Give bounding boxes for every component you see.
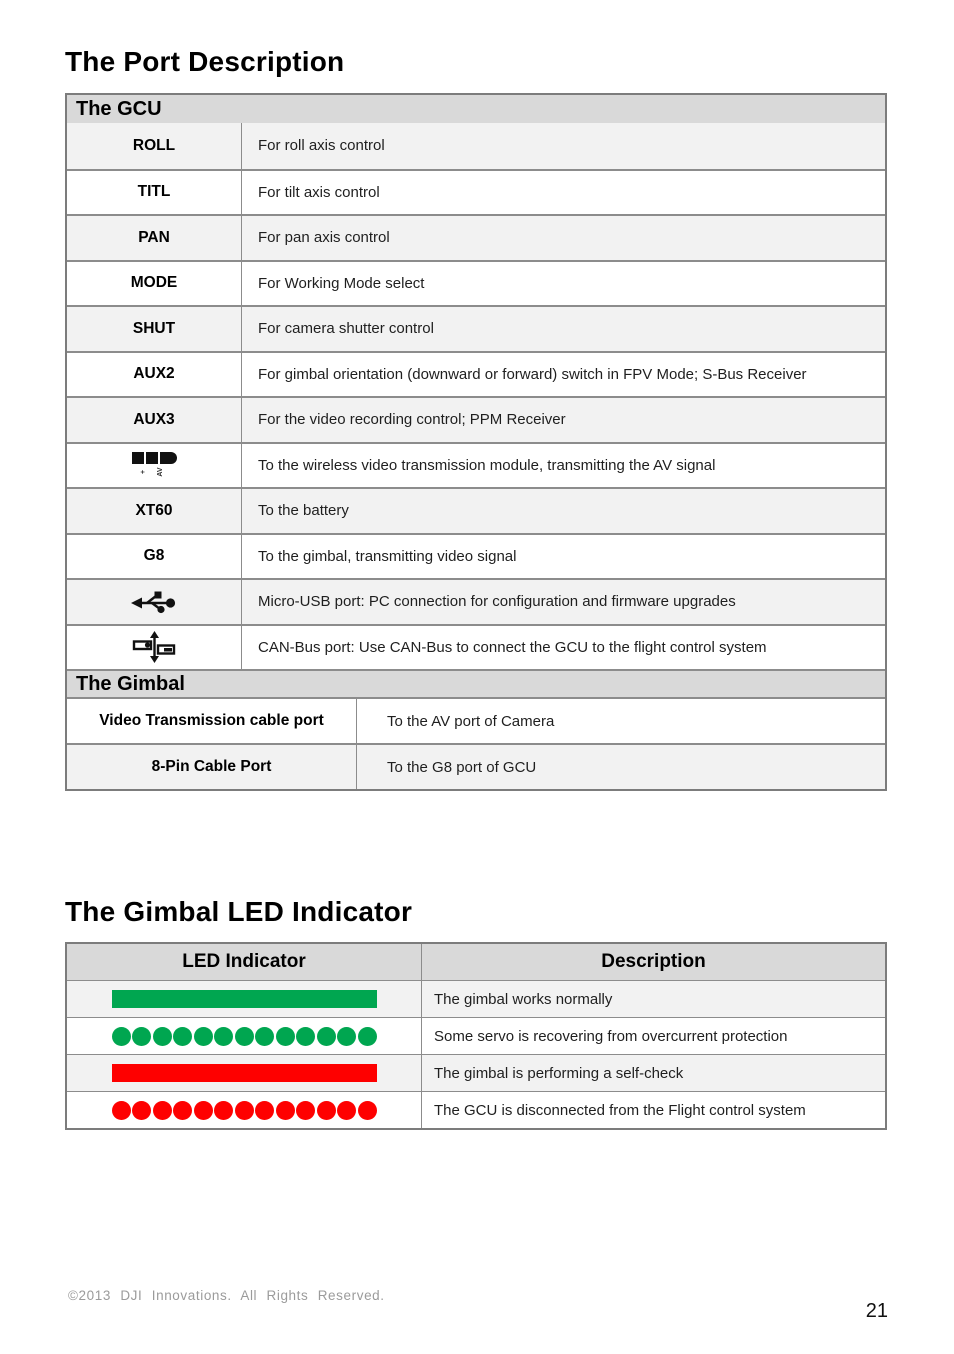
table-row-av-out: + AV To the wireless video transmission …: [67, 441, 885, 487]
led-description: The gimbal is performing a self-check: [434, 1064, 684, 1082]
gcu-port-table: The GCU ROLL For roll axis control TITL …: [65, 93, 887, 791]
page-number: 21: [865, 1300, 888, 1322]
led-dot: [214, 1100, 233, 1120]
table-row-titl: TITL For tilt axis control: [67, 168, 885, 214]
port-description: For the video recording control; PPM Rec…: [258, 411, 566, 429]
solid-red-bar: [111, 1064, 377, 1082]
gcu-table-header: The GCU: [67, 95, 885, 123]
table-row-aux2: AUX2 For gimbal orientation (downward or…: [67, 350, 885, 396]
port-description: For Working Mode select: [258, 274, 425, 292]
led-dot: [111, 1026, 131, 1046]
port-description: For pan axis control: [258, 229, 390, 247]
av-pin-label: AV: [156, 467, 164, 477]
led-dot: [296, 1100, 315, 1120]
can-bus-icon: [132, 631, 176, 664]
led-dot: [337, 1100, 356, 1120]
plus-pin-label: +: [139, 470, 147, 475]
led-dot: [173, 1100, 192, 1120]
blinking-green-dots: [111, 1026, 377, 1046]
table-row-shut: SHUT For camera shutter control: [67, 305, 885, 351]
led-indicator-column-header: LED Indicator: [67, 944, 422, 980]
gimbal-table-header: The Gimbal: [67, 669, 885, 697]
micro-usb-icon: [131, 591, 176, 613]
connector-plug: [159, 452, 177, 465]
port-description: For camera shutter control: [258, 320, 434, 338]
led-description: The gimbal works normally: [434, 990, 613, 1008]
led-dot: [316, 1100, 336, 1120]
page-title-led-indicator: The Gimbal LED Indicator: [65, 896, 413, 927]
copyright-notice: ©2013 DJI Innovations. All Rights Reserv…: [68, 1288, 385, 1303]
led-dot: [193, 1100, 213, 1120]
port-label: TITL: [67, 170, 242, 214]
table-row-video-transmission-port: Video Transmission cable port To the AV …: [67, 697, 885, 743]
port-description: For tilt axis control: [258, 183, 380, 201]
led-dot: [152, 1100, 172, 1120]
led-dot: [111, 1100, 131, 1120]
table-row-can-bus: CAN-Bus port: Use CAN-Bus to connect the…: [67, 623, 885, 669]
port-description: For gimbal orientation (downward or forw…: [258, 365, 807, 383]
led-row-blinking-red: The GCU is disconnected from the Flight …: [67, 1091, 885, 1128]
table-row-mode: MODE For Working Mode select: [67, 259, 885, 305]
led-dot: [193, 1026, 213, 1046]
table-row-xt60: XT60 To the battery: [67, 487, 885, 533]
led-indicator-table: LED Indicator Description The gimbal wor…: [65, 942, 887, 1130]
table-row-roll: ROLL For roll axis control: [67, 123, 885, 169]
port-label: G8: [67, 534, 242, 578]
led-dot: [132, 1026, 151, 1046]
led-dot: [357, 1026, 377, 1046]
led-row-solid-red: The gimbal is performing a self-check: [67, 1054, 885, 1091]
led-dot: [234, 1100, 254, 1120]
port-description: CAN-Bus port: Use CAN-Bus to connect the…: [258, 638, 767, 656]
led-dot: [214, 1026, 233, 1046]
led-dot: [296, 1026, 315, 1046]
port-description: For roll axis control: [258, 137, 385, 155]
port-label: AUX2: [67, 352, 242, 396]
led-dot: [255, 1026, 274, 1046]
port-label: Video Transmission cable port: [67, 699, 357, 743]
table-row-aux3: AUX3 For the video recording control; PP…: [67, 396, 885, 442]
port-description: To the wireless video transmission modul…: [258, 456, 716, 474]
connector-pin: [131, 452, 144, 465]
description-column-header: Description: [601, 951, 706, 972]
led-row-solid-green: The gimbal works normally: [67, 980, 885, 1017]
solid-green-bar: [111, 990, 377, 1008]
port-description: To the gimbal, transmitting video signal: [258, 547, 517, 565]
led-dot: [275, 1026, 295, 1046]
led-description: Some servo is recovering from overcurren…: [434, 1027, 788, 1045]
table-row-pan: PAN For pan axis control: [67, 214, 885, 260]
port-label: AUX3: [67, 398, 242, 442]
port-description: To the G8 port of GCU: [387, 758, 537, 776]
av-out-connector-icon: + AV: [131, 452, 177, 478]
led-dot: [173, 1026, 192, 1046]
led-dot: [316, 1026, 336, 1046]
led-row-blinking-green: Some servo is recovering from overcurren…: [67, 1017, 885, 1054]
led-dot: [337, 1026, 356, 1046]
port-label: MODE: [67, 261, 242, 305]
port-description: Micro-USB port: PC connection for config…: [258, 593, 736, 611]
table-row-usb: Micro-USB port: PC connection for config…: [67, 578, 885, 624]
table-row-g8: G8 To the gimbal, transmitting video sig…: [67, 532, 885, 578]
led-dot: [275, 1100, 295, 1120]
led-dot: [132, 1100, 151, 1120]
port-label: XT60: [67, 489, 242, 533]
led-dot: [357, 1100, 377, 1120]
page-title-port-description: The Port Description: [65, 46, 345, 77]
port-label: ROLL: [67, 123, 242, 169]
port-label: PAN: [67, 216, 242, 260]
table-row-8pin-cable-port: 8-Pin Cable Port To the G8 port of GCU: [67, 743, 885, 789]
blinking-red-dots: [111, 1100, 377, 1120]
port-label: 8-Pin Cable Port: [67, 745, 357, 789]
connector-pin: [145, 452, 158, 465]
port-description: To the AV port of Camera: [387, 712, 555, 730]
port-description: To the battery: [258, 502, 349, 520]
led-dot: [255, 1100, 274, 1120]
led-dot: [152, 1026, 172, 1046]
led-description: The GCU is disconnected from the Flight …: [434, 1101, 806, 1119]
led-dot: [234, 1026, 254, 1046]
port-label: SHUT: [67, 307, 242, 351]
